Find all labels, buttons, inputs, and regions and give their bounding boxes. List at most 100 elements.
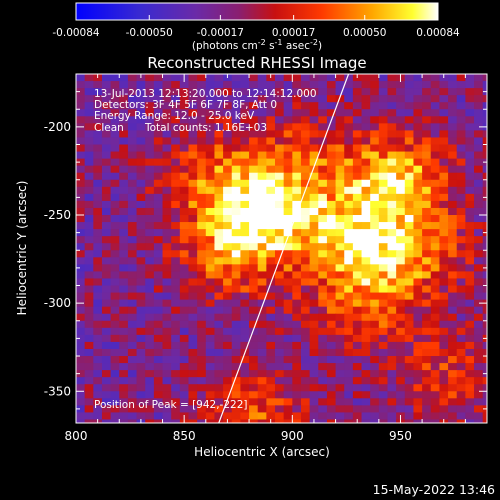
heatmap-cell bbox=[482, 95, 487, 103]
heatmap-cell bbox=[335, 200, 345, 209]
heatmap-cell bbox=[257, 405, 267, 414]
heatmap-cell bbox=[179, 356, 190, 364]
heatmap-cell bbox=[110, 412, 120, 421]
heatmap-cell bbox=[205, 384, 216, 392]
heatmap-cell bbox=[266, 334, 276, 343]
heatmap-cell bbox=[482, 271, 487, 280]
heatmap-cell bbox=[448, 123, 458, 131]
heatmap-cell bbox=[387, 271, 397, 280]
heatmap-cell bbox=[110, 165, 120, 174]
heatmap-cell bbox=[101, 348, 112, 357]
heatmap-cell bbox=[76, 172, 86, 181]
heatmap-cell bbox=[93, 384, 103, 392]
heatmap-cell bbox=[162, 341, 172, 350]
heatmap-cell bbox=[93, 207, 103, 216]
heatmap-cell bbox=[309, 412, 319, 421]
heatmap-cell bbox=[448, 144, 458, 153]
heatmap-cell bbox=[188, 271, 198, 280]
heatmap-cell bbox=[396, 179, 406, 188]
heatmap-cell bbox=[136, 207, 146, 216]
heatmap-cell bbox=[102, 427, 111, 435]
heatmap-cell bbox=[145, 200, 155, 209]
heatmap-cell bbox=[422, 356, 432, 364]
heatmap-cell bbox=[257, 193, 267, 202]
heatmap-cell bbox=[430, 348, 441, 357]
heatmap-cell bbox=[249, 327, 259, 336]
heatmap-cell bbox=[300, 158, 311, 167]
heatmap-cell bbox=[93, 137, 103, 146]
heatmap-cell bbox=[474, 137, 484, 146]
heatmap-cell bbox=[404, 137, 415, 146]
heatmap-cell bbox=[456, 102, 466, 110]
heatmap-cell bbox=[110, 285, 120, 294]
heatmap-cell bbox=[249, 299, 259, 308]
heatmap-cell bbox=[361, 236, 371, 244]
heatmap-cell bbox=[162, 193, 172, 202]
heatmap-cell bbox=[361, 158, 371, 167]
heatmap-cell bbox=[197, 327, 207, 336]
heatmap-cell bbox=[387, 102, 397, 110]
heatmap-cell bbox=[430, 250, 441, 258]
heatmap-cell bbox=[482, 341, 487, 350]
heatmap-cell bbox=[344, 348, 354, 357]
heatmap-cell bbox=[162, 250, 172, 258]
heatmap-cell bbox=[119, 144, 129, 153]
heatmap-cell bbox=[162, 123, 172, 131]
heatmap-cell bbox=[448, 271, 458, 280]
heatmap-cell bbox=[465, 306, 475, 315]
heatmap-cell bbox=[119, 348, 129, 357]
heatmap-cell bbox=[352, 250, 363, 258]
heatmap-cell bbox=[491, 88, 500, 96]
heatmap-cell bbox=[491, 427, 500, 435]
heatmap-cell bbox=[84, 377, 94, 385]
heatmap-cell bbox=[465, 130, 475, 139]
heatmap-cell bbox=[448, 278, 458, 287]
heatmap-cell bbox=[326, 384, 337, 392]
heatmap-cell bbox=[223, 250, 233, 258]
heatmap-cell bbox=[404, 370, 415, 378]
heatmap-cell bbox=[214, 158, 224, 167]
heatmap-cell bbox=[326, 257, 337, 265]
heatmap-cell bbox=[188, 285, 198, 294]
heatmap-cell bbox=[439, 250, 449, 258]
heatmap-cell bbox=[197, 158, 207, 167]
heatmap-cell bbox=[231, 271, 241, 280]
heatmap-cell bbox=[387, 391, 397, 399]
heatmap-cell bbox=[197, 250, 207, 258]
heatmap-cell bbox=[231, 207, 241, 216]
heatmap-cell bbox=[162, 102, 172, 110]
heatmap-cell bbox=[387, 320, 397, 329]
heatmap-cell bbox=[283, 102, 293, 110]
heatmap-cell bbox=[145, 391, 155, 399]
heatmap-cell bbox=[448, 264, 458, 273]
heatmap-cell bbox=[474, 370, 484, 378]
heatmap-cell bbox=[171, 264, 181, 273]
heatmap-cell bbox=[266, 398, 276, 406]
heatmap-cell bbox=[205, 377, 216, 385]
heatmap-cell bbox=[257, 320, 267, 329]
heatmap-cell bbox=[214, 348, 224, 357]
heatmap-cell bbox=[205, 419, 216, 423]
heatmap-cell bbox=[292, 306, 302, 315]
heatmap-cell bbox=[76, 412, 86, 421]
heatmap-cell bbox=[344, 74, 354, 82]
heatmap-cell bbox=[387, 236, 397, 244]
heatmap-cell bbox=[309, 257, 319, 265]
heatmap-cell bbox=[352, 222, 363, 230]
heatmap-cell bbox=[223, 384, 233, 392]
heatmap-cell bbox=[283, 299, 293, 308]
heatmap-cell bbox=[101, 222, 112, 230]
heatmap-cell bbox=[292, 200, 302, 209]
heatmap-cell bbox=[448, 348, 458, 357]
heatmap-cell bbox=[352, 271, 363, 280]
heatmap-cell bbox=[101, 327, 112, 336]
heatmap-cell bbox=[101, 299, 112, 308]
heatmap-cell bbox=[300, 95, 311, 103]
heatmap-cell bbox=[300, 250, 311, 258]
heatmap-cell bbox=[422, 222, 432, 230]
heatmap-cell bbox=[326, 264, 337, 273]
heatmap-cell bbox=[335, 109, 345, 117]
heatmap-cell bbox=[352, 172, 363, 181]
heatmap-cell bbox=[448, 412, 458, 421]
heatmap-cell bbox=[214, 405, 224, 414]
